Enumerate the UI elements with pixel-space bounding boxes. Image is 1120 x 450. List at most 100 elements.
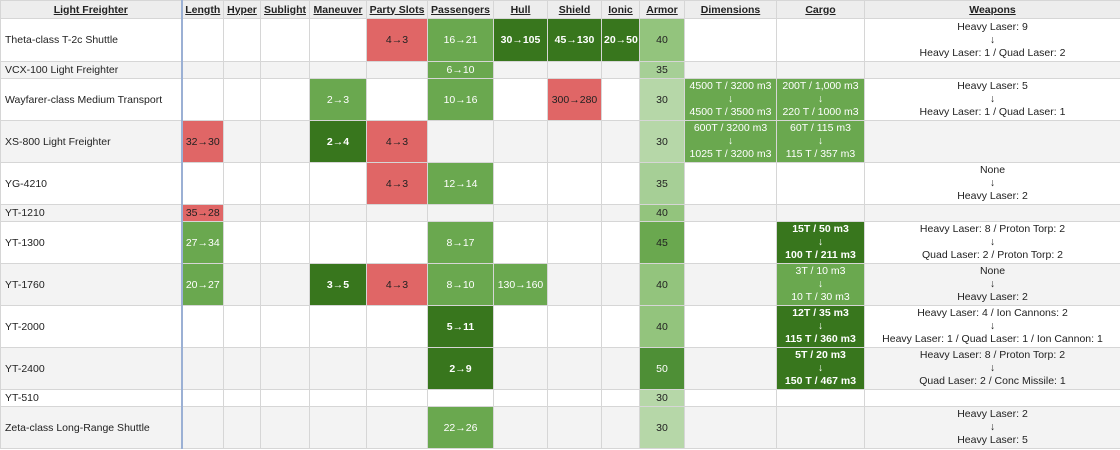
shield-cell[interactable] <box>547 263 602 306</box>
passengers-cell[interactable] <box>427 389 494 407</box>
dimensions-cell[interactable]: 600T / 3200 m3 ↓ 1025 T / 3200 m3 <box>684 120 777 163</box>
dimensions-cell[interactable] <box>684 61 777 79</box>
hull-cell[interactable] <box>493 406 548 449</box>
party-slots-cell[interactable]: 4→3 <box>366 263 428 306</box>
maneuver-cell[interactable] <box>309 61 367 79</box>
hyper-cell[interactable] <box>223 204 261 222</box>
dimensions-cell[interactable]: 4500 T / 3200 m3 ↓ 4500 T / 3500 m3 <box>684 78 777 121</box>
sublight-cell[interactable] <box>260 347 310 390</box>
armor-cell[interactable]: 45 <box>639 221 685 264</box>
armor-cell[interactable]: 50 <box>639 347 685 390</box>
cargo-cell[interactable] <box>776 406 865 449</box>
ship-name-cell[interactable]: YT-1300 <box>0 221 183 264</box>
length-cell[interactable] <box>181 61 224 79</box>
ionic-cell[interactable] <box>601 347 640 390</box>
ionic-cell[interactable]: 20→50 <box>601 18 640 62</box>
hull-cell[interactable] <box>493 305 548 348</box>
length-cell[interactable]: 20→27 <box>181 263 224 306</box>
cargo-cell[interactable] <box>776 162 865 205</box>
ship-name-cell[interactable]: Wayfarer-class Medium Transport <box>0 78 183 121</box>
header-armor[interactable]: Armor <box>639 0 685 19</box>
ship-name-cell[interactable]: Theta-class T-2c Shuttle <box>0 18 183 62</box>
party-slots-cell[interactable] <box>366 406 428 449</box>
party-slots-cell[interactable]: 4→3 <box>366 120 428 163</box>
cargo-cell[interactable] <box>776 389 865 407</box>
dimensions-cell[interactable] <box>684 305 777 348</box>
header-maneuver[interactable]: Maneuver <box>309 0 367 19</box>
cargo-cell[interactable]: 15T / 50 m3 ↓ 100 T / 211 m3 <box>776 221 865 264</box>
ionic-cell[interactable] <box>601 120 640 163</box>
party-slots-cell[interactable] <box>366 204 428 222</box>
sublight-cell[interactable] <box>260 120 310 163</box>
party-slots-cell[interactable] <box>366 221 428 264</box>
length-cell[interactable] <box>181 347 224 390</box>
weapons-cell[interactable] <box>864 204 1120 222</box>
sublight-cell[interactable] <box>260 61 310 79</box>
hull-cell[interactable] <box>493 389 548 407</box>
sublight-cell[interactable] <box>260 389 310 407</box>
party-slots-cell[interactable]: 4→3 <box>366 18 428 62</box>
ionic-cell[interactable] <box>601 204 640 222</box>
cargo-cell[interactable]: 5T / 20 m3 ↓ 150 T / 467 m3 <box>776 347 865 390</box>
cargo-cell[interactable] <box>776 61 865 79</box>
hyper-cell[interactable] <box>223 162 261 205</box>
hyper-cell[interactable] <box>223 18 261 62</box>
ship-name-cell[interactable]: XS-800 Light Freighter <box>0 120 183 163</box>
sublight-cell[interactable] <box>260 162 310 205</box>
armor-cell[interactable]: 40 <box>639 18 685 62</box>
weapons-cell[interactable]: Heavy Laser: 4 / Ion Cannons: 2 ↓ Heavy … <box>864 305 1120 348</box>
sublight-cell[interactable] <box>260 263 310 306</box>
hull-cell[interactable] <box>493 162 548 205</box>
hyper-cell[interactable] <box>223 406 261 449</box>
passengers-cell[interactable]: 12→14 <box>427 162 494 205</box>
weapons-cell[interactable] <box>864 120 1120 163</box>
party-slots-cell[interactable] <box>366 389 428 407</box>
length-cell[interactable] <box>181 162 224 205</box>
sublight-cell[interactable] <box>260 204 310 222</box>
maneuver-cell[interactable] <box>309 162 367 205</box>
ship-name-cell[interactable]: YT-2400 <box>0 347 183 390</box>
sublight-cell[interactable] <box>260 78 310 121</box>
dimensions-cell[interactable] <box>684 389 777 407</box>
ionic-cell[interactable] <box>601 221 640 264</box>
weapons-cell[interactable]: Heavy Laser: 9 ↓ Heavy Laser: 1 / Quad L… <box>864 18 1120 62</box>
header-light-freighter[interactable]: Light Freighter <box>0 0 183 19</box>
ship-name-cell[interactable]: YT-1760 <box>0 263 183 306</box>
hyper-cell[interactable] <box>223 305 261 348</box>
party-slots-cell[interactable] <box>366 347 428 390</box>
armor-cell[interactable]: 40 <box>639 263 685 306</box>
cargo-cell[interactable]: 200T / 1,000 m3 ↓ 220 T / 1000 m3 <box>776 78 865 121</box>
maneuver-cell[interactable] <box>309 305 367 348</box>
hull-cell[interactable] <box>493 221 548 264</box>
weapons-cell[interactable] <box>864 61 1120 79</box>
shield-cell[interactable] <box>547 162 602 205</box>
passengers-cell[interactable]: 8→17 <box>427 221 494 264</box>
maneuver-cell[interactable] <box>309 406 367 449</box>
maneuver-cell[interactable] <box>309 221 367 264</box>
length-cell[interactable] <box>181 389 224 407</box>
ionic-cell[interactable] <box>601 406 640 449</box>
header-cargo[interactable]: Cargo <box>776 0 865 19</box>
ionic-cell[interactable] <box>601 78 640 121</box>
ship-name-cell[interactable]: YT-2000 <box>0 305 183 348</box>
header-length[interactable]: Length <box>181 0 224 19</box>
ship-name-cell[interactable]: Zeta-class Long-Range Shuttle <box>0 406 183 449</box>
ionic-cell[interactable] <box>601 263 640 306</box>
maneuver-cell[interactable]: 3→5 <box>309 263 367 306</box>
ionic-cell[interactable] <box>601 389 640 407</box>
passengers-cell[interactable]: 16→21 <box>427 18 494 62</box>
hyper-cell[interactable] <box>223 78 261 121</box>
passengers-cell[interactable] <box>427 204 494 222</box>
sublight-cell[interactable] <box>260 18 310 62</box>
passengers-cell[interactable]: 6→10 <box>427 61 494 79</box>
armor-cell[interactable]: 30 <box>639 78 685 121</box>
hyper-cell[interactable] <box>223 61 261 79</box>
armor-cell[interactable]: 30 <box>639 389 685 407</box>
hull-cell[interactable] <box>493 204 548 222</box>
passengers-cell[interactable] <box>427 120 494 163</box>
header-hyper[interactable]: Hyper <box>223 0 261 19</box>
shield-cell[interactable] <box>547 406 602 449</box>
hull-cell[interactable] <box>493 347 548 390</box>
header-sublight[interactable]: Sublight <box>260 0 310 19</box>
ionic-cell[interactable] <box>601 162 640 205</box>
